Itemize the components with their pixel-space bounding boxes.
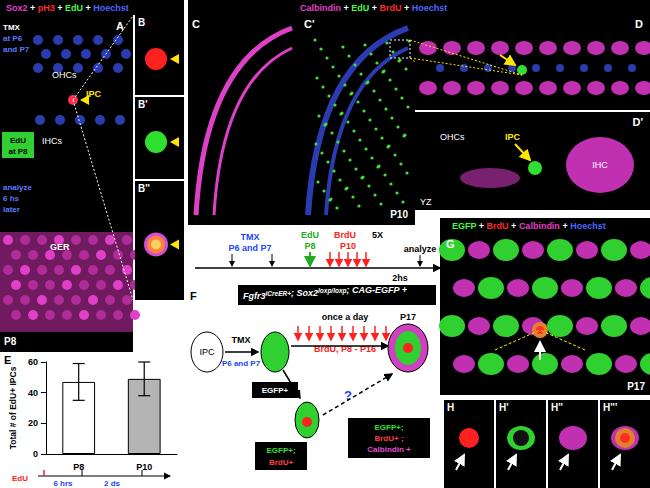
svg-text:C': C' [304, 18, 315, 30]
svg-text:IPC: IPC [199, 347, 215, 357]
svg-text:P8: P8 [73, 462, 84, 472]
svg-text:P10: P10 [390, 209, 408, 220]
svg-text:and P7: and P7 [3, 45, 30, 54]
svg-text:2 ds: 2 ds [104, 479, 121, 488]
svg-text:6 hs: 6 hs [3, 194, 20, 203]
svg-text:P10: P10 [136, 462, 152, 472]
svg-text:TMX: TMX [241, 232, 260, 242]
svg-text:P6 and P7: P6 and P7 [228, 243, 271, 253]
svg-text:analyze: analyze [3, 183, 32, 192]
svg-text:Calbindin +: Calbindin + [367, 445, 411, 454]
svg-text:IHC: IHC [592, 160, 608, 170]
svg-text:EdU: EdU [301, 230, 319, 240]
svg-text:D': D' [632, 116, 643, 128]
svg-text:H'': H'' [551, 402, 563, 413]
svg-text:at P6: at P6 [3, 34, 23, 43]
svg-text:OHCs: OHCs [440, 132, 465, 142]
svg-text:H': H' [499, 402, 509, 413]
svg-text:BrdU+ ;: BrdU+ ; [374, 434, 403, 443]
svg-text:H: H [447, 402, 454, 413]
svg-text:40: 40 [28, 388, 38, 398]
svg-text:EGFP + BrdU + Calbindin + Hoec: EGFP + BrdU + Calbindin + Hoechst [452, 221, 606, 231]
svg-text:OHCs: OHCs [52, 70, 77, 80]
svg-text:0: 0 [33, 449, 38, 459]
svg-text:P8: P8 [304, 241, 315, 251]
svg-text:G: G [446, 238, 455, 250]
svg-text:P17: P17 [400, 312, 416, 322]
svg-text:F: F [190, 290, 197, 302]
svg-text:EGFP+;: EGFP+; [374, 423, 403, 432]
svg-text:A: A [116, 20, 124, 32]
svg-text:B': B' [138, 99, 148, 110]
svg-text:IPC: IPC [86, 89, 102, 99]
svg-text:P10: P10 [340, 241, 356, 251]
svg-text:Sox2 + pH3 + EdU + Hoechst: Sox2 + pH3 + EdU + Hoechst [6, 3, 129, 13]
svg-text:20: 20 [28, 418, 38, 428]
svg-text:BrdU+: BrdU+ [269, 458, 294, 467]
svg-text:2hs: 2hs [392, 273, 408, 283]
svg-text:P8: P8 [4, 336, 17, 347]
svg-text:60: 60 [28, 357, 38, 367]
svg-text:analyze: analyze [404, 244, 437, 254]
svg-text:6 hrs: 6 hrs [53, 479, 73, 488]
svg-text:TMX: TMX [3, 23, 21, 32]
svg-text:B: B [138, 17, 145, 28]
svg-text:BrdU, P8 - P16: BrdU, P8 - P16 [314, 344, 376, 354]
svg-text:D: D [635, 18, 643, 30]
svg-text:Fgfr3iCreER+; Sox2loxp/loxp; C: Fgfr3iCreER+; Sox2loxp/loxp; CAG-EGFP + [243, 285, 408, 301]
svg-text:EGFP+;: EGFP+; [266, 446, 295, 455]
svg-text:at P8: at P8 [8, 147, 28, 156]
svg-text:IPC: IPC [505, 132, 521, 142]
svg-text:B'': B'' [138, 183, 150, 194]
svg-text:BrdU: BrdU [334, 230, 356, 240]
svg-text:P17: P17 [627, 381, 645, 392]
svg-text:C: C [192, 18, 200, 30]
svg-text:EdU: EdU [10, 136, 26, 145]
svg-text:Total # of EdU+ IPCs: Total # of EdU+ IPCs [8, 366, 18, 449]
svg-text:TMX: TMX [232, 335, 251, 345]
svg-text:YZ: YZ [420, 197, 432, 207]
svg-text:EGFP+: EGFP+ [262, 386, 289, 395]
svg-text:later: later [3, 205, 20, 214]
svg-text:P6 and P7: P6 and P7 [222, 359, 261, 368]
svg-text:IHCs: IHCs [42, 136, 62, 146]
svg-text:E: E [4, 354, 11, 366]
svg-text:GER: GER [50, 242, 70, 252]
svg-text:once a day: once a day [322, 312, 369, 322]
svg-text:EdU: EdU [12, 474, 28, 483]
svg-text:H''': H''' [603, 402, 617, 413]
svg-text:Calbindin + EdU + BrdU + Hoech: Calbindin + EdU + BrdU + Hoechst [300, 3, 447, 13]
svg-text:5X: 5X [372, 230, 383, 240]
